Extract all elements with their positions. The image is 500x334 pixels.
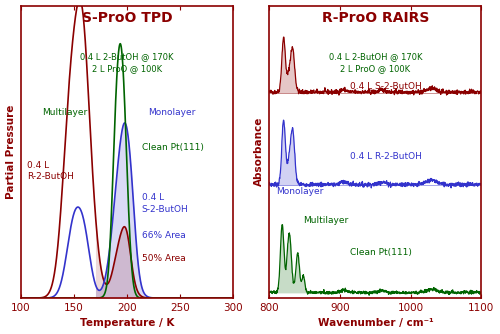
Text: 0.4 L S-2-ButOH: 0.4 L S-2-ButOH: [350, 81, 422, 91]
Text: 0.4 L 2-ButOH @ 170K
2 L ProO @ 100K: 0.4 L 2-ButOH @ 170K 2 L ProO @ 100K: [328, 52, 422, 73]
Text: 0.4 L
S-2-ButOH: 0.4 L S-2-ButOH: [142, 193, 188, 213]
Text: R-ProO RAIRS: R-ProO RAIRS: [322, 11, 429, 25]
Text: 66% Area: 66% Area: [142, 231, 186, 240]
X-axis label: Temperature / K: Temperature / K: [80, 318, 174, 328]
Text: 0.4 L
R-2-ButOH: 0.4 L R-2-ButOH: [28, 161, 74, 181]
Text: Clean Pt(111): Clean Pt(111): [142, 143, 204, 152]
Text: Clean Pt(111): Clean Pt(111): [350, 248, 412, 257]
Text: Monolayer: Monolayer: [148, 108, 196, 117]
Text: 0.4 L R-2-ButOH: 0.4 L R-2-ButOH: [350, 152, 422, 161]
Text: Multilayer: Multilayer: [42, 108, 88, 117]
Text: Monolayer: Monolayer: [276, 187, 323, 196]
Text: 50% Area: 50% Area: [142, 254, 186, 263]
Text: Multilayer: Multilayer: [304, 216, 348, 225]
X-axis label: Wavenumber / cm⁻¹: Wavenumber / cm⁻¹: [318, 318, 433, 328]
Y-axis label: Partial Pressure: Partial Pressure: [6, 105, 16, 199]
Y-axis label: Absorbance: Absorbance: [254, 117, 264, 186]
Text: S-ProO TPD: S-ProO TPD: [82, 11, 172, 25]
Text: 0.4 L 2-ButOH @ 170K
2 L ProO @ 100K: 0.4 L 2-ButOH @ 170K 2 L ProO @ 100K: [80, 52, 174, 73]
